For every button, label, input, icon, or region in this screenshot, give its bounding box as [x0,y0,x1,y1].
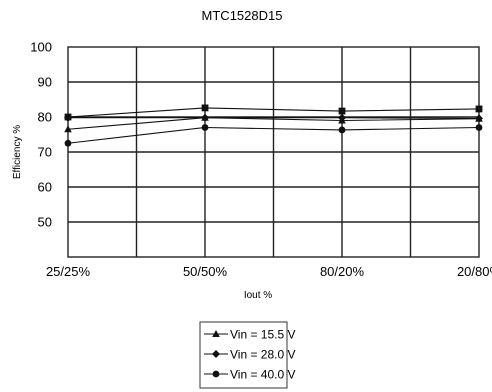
legend-label: Vin = 28.0 V [230,348,296,362]
x-tick-labels: 25/25% 50/50% 80/20% 20/80% [46,264,492,279]
data-point [201,104,209,112]
plot-frame [67,46,480,258]
data-point [64,139,72,147]
data-point [338,126,346,134]
series-line [67,107,480,118]
data-point [338,107,346,115]
x-tick-label: 25/25% [46,264,91,279]
series-line [67,126,480,144]
y-tick-label: 100 [30,40,52,55]
legend-marker [212,350,220,358]
x-axis-label: Iout % [244,290,272,301]
data-point [475,114,483,123]
data-point [64,113,72,121]
legend-label: Vin = 40.0 V [230,368,296,382]
series-line [68,117,480,119]
data-point [338,113,346,122]
y-tick-label: 90 [38,75,52,90]
chart-title: MTC1528D15 [202,8,283,23]
y-axis-label: Efficiency % [12,125,23,179]
data-point [475,105,483,113]
x-tick-label: 80/20% [320,264,365,279]
y-tick-label: 80 [38,110,52,125]
data-point [64,125,72,133]
plot-grid [68,47,479,257]
x-tick-label: 50/50% [183,264,228,279]
legend: Vin = 15.5 V Vin = 28.0 V Vin = 40.0 V [204,328,296,382]
data-point [201,124,209,131]
legend-marker [212,330,220,337]
y-tick-label: 60 [38,180,52,195]
series-line [67,117,480,130]
data-point [201,113,209,122]
legend-label: Vin = 15.5 V [230,328,296,342]
y-tick-labels: 50 60 70 80 90 100 [30,40,52,230]
legend-marker [212,370,220,378]
y-tick-label: 70 [38,145,52,160]
x-tick-label: 20/80% [457,264,492,279]
data-point [475,124,483,131]
series-group [64,104,483,147]
y-tick-label: 50 [38,215,52,230]
